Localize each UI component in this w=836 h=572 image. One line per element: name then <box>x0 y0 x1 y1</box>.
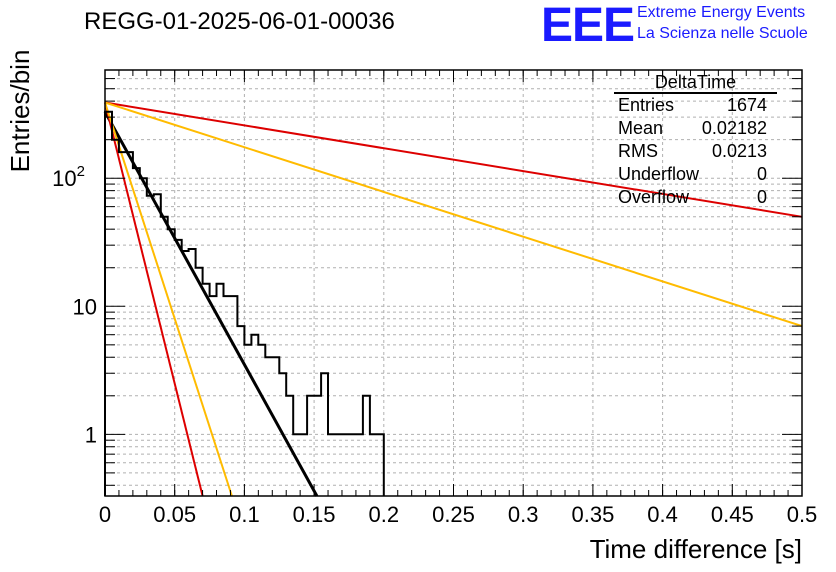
stats-label: Underflow <box>618 164 700 184</box>
logo-line-1: Extreme Energy Events <box>637 4 806 21</box>
stats-value: 0 <box>756 164 767 184</box>
axis-ticks <box>104 69 803 496</box>
run-title: REGG-01-2025-06-01-00036 <box>84 8 395 35</box>
stats-value: 0.0213 <box>711 141 767 161</box>
stats-row: Overflow 0 <box>611 186 777 209</box>
stats-label: Overflow <box>618 187 690 207</box>
x-tick-label: 0.2 <box>369 502 400 527</box>
stats-value: 0.02182 <box>701 118 767 138</box>
x-tick-label: 0.5 <box>787 502 818 527</box>
x-tick-label: 0.3 <box>508 502 539 527</box>
eee-logo: EEE <box>541 0 635 52</box>
fit-curve <box>103 111 319 497</box>
x-tick-label: 0.45 <box>711 502 754 527</box>
stats-label: Mean <box>618 118 664 138</box>
fit-curve <box>104 101 803 328</box>
stats-row: Underflow 0 <box>611 163 777 186</box>
y-tick-label: 102 <box>52 163 85 191</box>
fit-curve <box>104 102 233 497</box>
stats-row: Entries 1674 <box>611 94 777 117</box>
stats-value: 1674 <box>726 95 767 115</box>
stats-row: RMS 0.0213 <box>611 140 777 163</box>
stats-box: DeltaTime Entries 1674 Mean 0.02182 RMS 0.0… <box>611 72 777 209</box>
fit-curve <box>104 102 204 497</box>
x-axis-label: Time difference [s] <box>589 534 802 564</box>
x-tick-label: 0.15 <box>293 502 336 527</box>
y-tick-label: 1 <box>85 422 97 447</box>
stats-label: RMS <box>618 141 658 161</box>
stats-row: Mean 0.02182 <box>611 117 777 140</box>
x-tick-label: 0.1 <box>229 502 260 527</box>
stats-value: 0 <box>756 187 767 207</box>
x-tick-label: 0.4 <box>647 502 678 527</box>
fit-curve <box>104 101 803 218</box>
tick-labels: 0 0.05 0.1 0.15 0.2 0.25 0.3 0.35 0.4 0.45 0.5 1 10 1… <box>52 163 817 527</box>
x-tick-label: 0.05 <box>153 502 196 527</box>
x-tick-label: 0 <box>99 502 111 527</box>
logo-line-2: La Scienza nelle Scuole <box>637 25 808 42</box>
stats-label: Entries <box>618 95 675 115</box>
histogram <box>104 110 385 496</box>
stats-title: DeltaTime <box>614 72 777 94</box>
x-tick-label: 0.25 <box>432 502 475 527</box>
x-tick-label: 0.35 <box>571 502 614 527</box>
histogram-outline <box>104 110 385 496</box>
y-axis-label: Entries/bin <box>5 49 35 173</box>
y-tick-label: 10 <box>73 294 97 319</box>
